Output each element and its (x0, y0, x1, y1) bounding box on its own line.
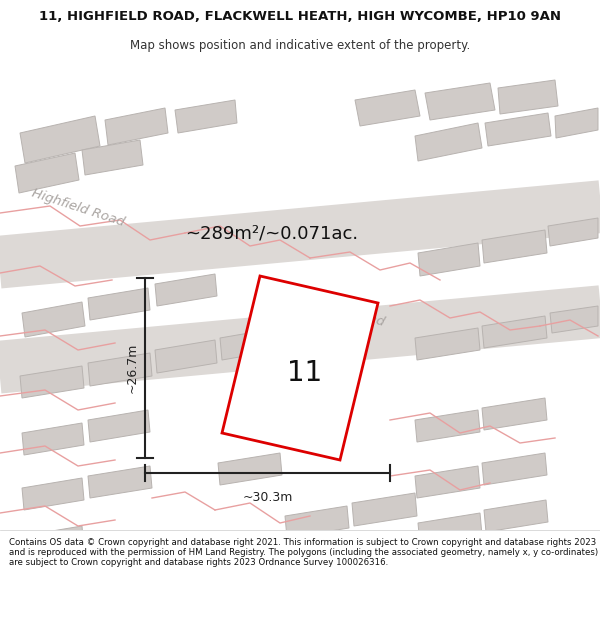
Polygon shape (82, 140, 143, 175)
Text: ~30.3m: ~30.3m (242, 491, 293, 504)
Polygon shape (550, 306, 598, 333)
Polygon shape (418, 243, 480, 276)
Polygon shape (20, 116, 100, 163)
Polygon shape (155, 274, 217, 306)
Polygon shape (218, 453, 282, 485)
Polygon shape (15, 153, 79, 193)
Polygon shape (22, 302, 85, 337)
Polygon shape (415, 410, 480, 442)
Polygon shape (88, 353, 152, 386)
Polygon shape (222, 276, 378, 460)
Text: 11, HIGHFIELD ROAD, FLACKWELL HEATH, HIGH WYCOMBE, HP10 9AN: 11, HIGHFIELD ROAD, FLACKWELL HEATH, HIG… (39, 10, 561, 22)
Polygon shape (22, 423, 84, 455)
Polygon shape (175, 100, 237, 133)
Polygon shape (285, 506, 349, 538)
Polygon shape (88, 410, 150, 442)
Text: Map shows position and indicative extent of the property.: Map shows position and indicative extent… (130, 39, 470, 52)
Text: Highfield Road: Highfield Road (290, 287, 386, 329)
Polygon shape (482, 316, 547, 348)
Polygon shape (415, 466, 480, 498)
Polygon shape (415, 328, 480, 360)
Text: ~289m²/~0.071ac.: ~289m²/~0.071ac. (185, 224, 358, 242)
Polygon shape (88, 288, 150, 320)
Text: Highfield Road: Highfield Road (30, 187, 126, 229)
Text: ~26.7m: ~26.7m (126, 342, 139, 393)
Polygon shape (220, 328, 280, 360)
Polygon shape (482, 230, 547, 263)
Polygon shape (355, 90, 420, 126)
Polygon shape (105, 108, 168, 145)
Polygon shape (555, 108, 598, 138)
Polygon shape (418, 513, 482, 545)
Polygon shape (88, 466, 152, 498)
Polygon shape (425, 83, 495, 120)
Polygon shape (22, 526, 84, 558)
Text: Contains OS data © Crown copyright and database right 2021. This information is : Contains OS data © Crown copyright and d… (9, 538, 598, 568)
Polygon shape (20, 366, 84, 398)
Polygon shape (485, 113, 551, 146)
Polygon shape (352, 493, 417, 526)
Polygon shape (482, 398, 547, 430)
Text: 11: 11 (287, 359, 323, 387)
Polygon shape (22, 478, 84, 510)
Polygon shape (482, 453, 547, 485)
Polygon shape (484, 500, 548, 532)
Polygon shape (498, 80, 558, 114)
Polygon shape (415, 123, 482, 161)
Polygon shape (155, 340, 217, 373)
Polygon shape (548, 218, 598, 246)
